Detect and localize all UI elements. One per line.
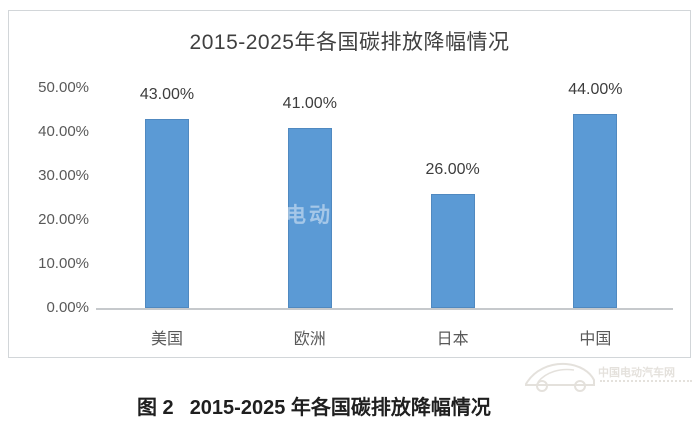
chart-panel: 2015-2025年各国碳排放降幅情况 50.00% 40.00% 30.00% 20…	[8, 10, 691, 358]
y-axis-tick-label: 0.00%	[46, 299, 89, 316]
corner-watermark: 中国电动汽车网	[520, 358, 698, 398]
watermark-underline	[600, 380, 692, 382]
figure-caption-text: 2015-2025 年各国碳排放降幅情况	[189, 397, 491, 419]
y-axis-tick-label: 30.00%	[38, 167, 89, 184]
car-logo-icon	[525, 362, 595, 392]
bar-value-label: 26.00%	[425, 161, 480, 178]
y-axis-tick-label: 50.00%	[38, 79, 89, 96]
bar-value-label: 44.00%	[568, 81, 623, 98]
figure-caption: 图 2 2015-2025 年各国碳排放降幅情况	[137, 391, 491, 420]
chart-title: 2015-2025年各国碳排放降幅情况	[189, 31, 510, 54]
bar-value-label: 43.00%	[139, 86, 195, 103]
watermark-site-name: 中国电动汽车网	[598, 367, 675, 379]
y-axis: 50.00% 40.00% 30.00% 20.00% 10.00% 0.00%	[9, 79, 89, 316]
x-axis-label: 美国	[150, 331, 184, 348]
x-axis-label: 欧洲	[293, 331, 326, 348]
bar-欧洲	[287, 128, 332, 308]
x-axis-label: 日本	[436, 331, 469, 348]
bar-value-label: 41.00%	[282, 95, 337, 112]
y-axis-tick-label: 40.00%	[38, 123, 89, 140]
figure-caption-number: 图 2	[137, 397, 174, 419]
y-axis-tick-label: 10.00%	[38, 255, 89, 272]
x-axis-label: 中国	[579, 331, 612, 348]
bar-美国	[145, 119, 189, 308]
plot-area: 43.00% 美国 41.00% 欧洲 26.00% 日本 44.00% 中国	[96, 81, 673, 348]
bar-中国	[573, 114, 618, 308]
y-axis-tick-label: 20.00%	[38, 211, 89, 228]
bar-日本	[430, 194, 475, 308]
